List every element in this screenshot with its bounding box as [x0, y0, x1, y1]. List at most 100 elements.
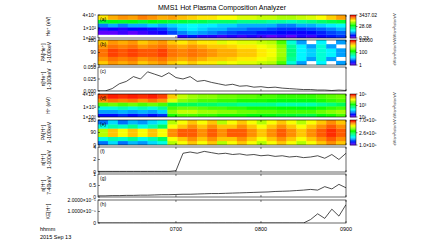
panel-label: (g)	[100, 175, 106, 181]
colorbar-step	[350, 55, 356, 56]
cell	[118, 31, 128, 35]
cell	[187, 94, 197, 99]
cell	[148, 48, 158, 52]
cell	[138, 44, 148, 48]
cell	[158, 57, 168, 61]
cell	[177, 124, 187, 128]
colorbar-step	[350, 97, 356, 98]
cell	[336, 137, 346, 141]
x-tick	[175, 89, 176, 91]
colorbar-step	[350, 99, 356, 100]
x-tick	[346, 115, 347, 117]
x-tick	[175, 221, 176, 223]
cell	[108, 94, 118, 99]
cell	[177, 15, 187, 20]
cell	[207, 61, 217, 65]
cell	[277, 15, 287, 20]
colorbar-step	[350, 104, 356, 105]
cell	[108, 20, 118, 24]
y-tick-label: 0.025	[83, 76, 96, 82]
cell	[207, 102, 217, 106]
colorbar-step	[350, 45, 356, 46]
cell	[277, 141, 287, 145]
colorbar-tick	[356, 26, 358, 27]
x-tick	[260, 89, 261, 91]
colorbar-frame	[350, 120, 356, 145]
cell	[247, 128, 257, 132]
cell	[257, 31, 267, 35]
cell	[257, 44, 267, 48]
colorbar-step	[350, 54, 356, 55]
cell	[326, 120, 336, 124]
cell	[158, 102, 168, 106]
cell	[167, 99, 177, 103]
cell	[306, 114, 316, 117]
cell	[237, 15, 247, 20]
cell	[296, 53, 306, 57]
y-tick-label: 1×10²	[83, 25, 96, 31]
colorbar-step	[350, 43, 356, 44]
cell	[158, 106, 168, 110]
cell	[128, 44, 138, 48]
cell	[128, 31, 138, 35]
cell	[98, 61, 108, 65]
colorbar-step	[350, 18, 356, 19]
colorbar-step	[350, 110, 356, 111]
colorbar-step	[350, 127, 356, 128]
colorbar-step	[350, 103, 356, 104]
colorbar-step	[350, 112, 356, 113]
cell	[227, 48, 237, 52]
cell	[138, 23, 148, 27]
colorbar-step	[350, 128, 356, 129]
cell	[267, 99, 277, 103]
panel-label: (f)	[100, 148, 105, 154]
cell	[128, 94, 138, 99]
cell	[108, 61, 118, 65]
colorbar-step	[350, 124, 356, 125]
cell	[247, 137, 257, 141]
colorbar-step	[350, 115, 356, 116]
cell	[336, 141, 346, 145]
y-tick	[98, 79, 100, 80]
cell	[138, 61, 148, 65]
cell	[158, 44, 168, 48]
cell	[148, 94, 158, 99]
cell	[158, 15, 168, 20]
cell	[306, 137, 316, 141]
colorbar-step	[350, 56, 356, 57]
cell	[326, 94, 336, 99]
y-tick-label: 0	[93, 220, 96, 226]
colorbar-label: eV/cm²/s/sr/eV	[392, 13, 397, 40]
x-tick	[346, 89, 347, 91]
cell	[167, 94, 177, 99]
cell	[207, 141, 217, 145]
cell	[197, 53, 207, 57]
cell	[197, 15, 207, 20]
colorbar-step	[350, 112, 356, 113]
y-tick-label: 90	[90, 129, 96, 135]
cell	[108, 120, 118, 124]
colorbar-step	[350, 143, 356, 144]
cell	[177, 44, 187, 48]
cell	[277, 61, 287, 65]
colorbar-step	[350, 53, 356, 54]
cell	[118, 114, 128, 117]
cell	[128, 124, 138, 128]
colorbar-tick-label: 10000	[359, 37, 373, 43]
cell	[177, 114, 187, 117]
colorbar-step	[350, 46, 356, 47]
cell	[267, 114, 277, 117]
cell	[177, 94, 187, 99]
cell	[296, 137, 306, 141]
cell	[277, 110, 287, 114]
cell	[286, 27, 296, 31]
cell	[247, 114, 257, 117]
cell	[237, 110, 247, 114]
cell	[277, 137, 287, 141]
cell	[316, 110, 326, 114]
colorbar-step	[350, 109, 356, 110]
cell	[217, 35, 227, 38]
cell	[267, 31, 277, 35]
cell	[286, 57, 296, 61]
cell	[187, 35, 197, 38]
